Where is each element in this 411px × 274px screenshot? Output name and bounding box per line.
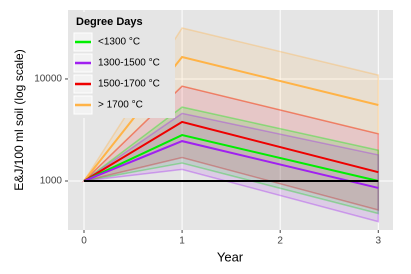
y-tick-label: 10000 [34, 74, 62, 85]
legend-label: 1500-1700 °C [98, 79, 160, 90]
series-line [83, 140, 379, 189]
x-tick-label: 2 [277, 236, 283, 247]
series-line [83, 55, 379, 182]
x-tick-label: 3 [376, 236, 382, 247]
series-line [83, 134, 379, 182]
y-tick-label: 1000 [40, 176, 63, 187]
y-axis-title: E&J/100 ml soil (log scale) [12, 49, 26, 190]
legend-label: 1300-1500 °C [98, 58, 160, 69]
x-axis-title: Year [217, 249, 244, 264]
x-tick-label: 1 [179, 236, 185, 247]
legend-title: Degree Days [76, 16, 143, 28]
legend-label: > 1700 °C [98, 100, 143, 111]
series-line [83, 120, 379, 182]
legend-label: <1300 °C [98, 37, 140, 48]
ribbon [83, 112, 380, 223]
x-tick-label: 0 [81, 236, 87, 247]
